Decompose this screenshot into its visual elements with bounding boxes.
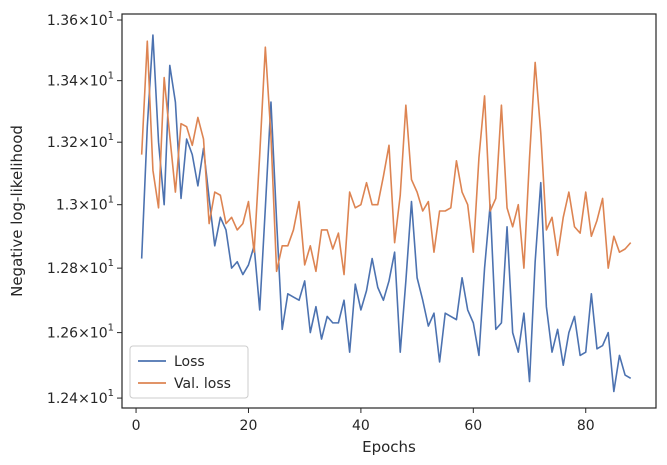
- x-tick-label: 60: [464, 418, 482, 434]
- y-tick-label: 1.28×101: [47, 258, 114, 277]
- legend-label-0: Loss: [174, 354, 205, 370]
- x-tick-label: 80: [577, 418, 595, 434]
- y-tick-label: 1.34×101: [47, 71, 114, 90]
- legend: Loss Val. loss: [129, 345, 249, 399]
- y-tick-label: 1.32×101: [47, 132, 114, 151]
- y-tick-label: 1.3×101: [56, 195, 114, 214]
- x-tick-label: 20: [240, 418, 258, 434]
- series-line-1: [140, 40, 632, 276]
- legend-box: [129, 345, 249, 399]
- legend-label-1: Val. loss: [174, 376, 231, 392]
- x-axis: 0 20 40 60 80: [132, 408, 595, 434]
- x-tick-label: 40: [352, 418, 370, 434]
- y-tick-label: 1.36×101: [47, 10, 114, 29]
- x-axis-label: Epochs: [362, 438, 416, 456]
- x-tick-label: 0: [132, 418, 141, 434]
- y-axis-label: Negative log-likelihood: [8, 125, 26, 297]
- series-line-0: [140, 34, 632, 393]
- y-axis: 1.24×101 1.26×101 1.28×101 1.3×101 1.32×101 1…: [47, 10, 122, 407]
- y-tick-label: 1.24×101: [47, 388, 114, 407]
- y-tick-label: 1.26×101: [47, 323, 114, 342]
- plot-frame: [121, 13, 657, 409]
- plot-lines: [140, 34, 632, 393]
